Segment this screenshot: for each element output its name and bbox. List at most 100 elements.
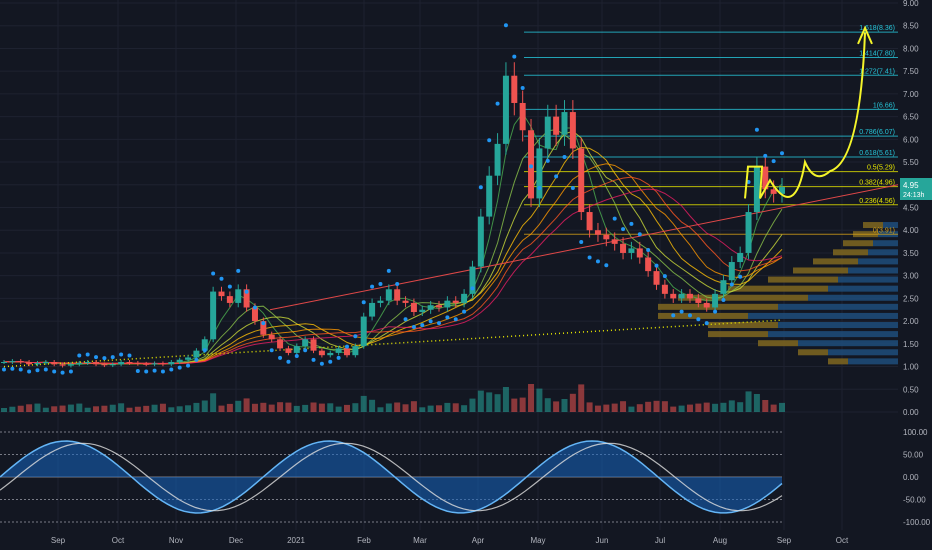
volume-bar bbox=[653, 400, 660, 412]
candle-body bbox=[494, 143, 501, 176]
time-axis[interactable]: Sep Oct Nov Dec 2021 Feb Mar Apr May Jun Jul Aug Sep… bbox=[51, 536, 849, 545]
oscillator-axis: 100.00 50.00 0.00 -50.00 -100.00 bbox=[903, 428, 931, 527]
volume-bar bbox=[469, 398, 476, 412]
candle-body bbox=[461, 293, 468, 303]
psar-dot bbox=[252, 305, 257, 310]
candle-body bbox=[628, 248, 635, 253]
oscillator-tick-label: -50.00 bbox=[903, 496, 926, 505]
volume-bar bbox=[293, 405, 300, 412]
psar-dot bbox=[445, 315, 450, 320]
price-tick-label: 2.00 bbox=[903, 317, 919, 326]
candle-body bbox=[728, 262, 735, 281]
psar-dot bbox=[144, 369, 149, 374]
volume-profile-row bbox=[778, 322, 898, 329]
time-tick-label: Jun bbox=[596, 536, 609, 545]
candle-body bbox=[469, 266, 476, 294]
candle-body bbox=[76, 362, 83, 365]
candle-body bbox=[310, 339, 317, 351]
oscillator-tick-label: -100.00 bbox=[903, 518, 931, 527]
volume-bar bbox=[168, 407, 175, 412]
candle-body bbox=[251, 307, 258, 322]
price-projection-drawing[interactable] bbox=[744, 25, 873, 199]
psar-dot bbox=[269, 348, 274, 353]
volume-profile-row bbox=[708, 331, 768, 338]
trendline bbox=[269, 184, 899, 311]
volume-bar bbox=[402, 404, 409, 412]
psar-dot bbox=[721, 297, 726, 302]
volume-profile-row bbox=[828, 285, 898, 292]
volume-bar bbox=[185, 405, 192, 412]
psar-dot bbox=[160, 369, 165, 374]
volume-bar bbox=[410, 401, 417, 412]
volume-profile-row bbox=[658, 312, 748, 319]
candle-body bbox=[51, 362, 58, 365]
volume-bar bbox=[712, 403, 719, 412]
volume-bar bbox=[385, 403, 392, 412]
volume-profile-row bbox=[748, 312, 898, 319]
candle-body bbox=[419, 309, 426, 313]
candle-body bbox=[762, 166, 769, 190]
candle-body bbox=[101, 364, 108, 366]
projection-arrowhead bbox=[857, 25, 873, 45]
price-tick-label: 7.50 bbox=[903, 67, 919, 76]
psar-dot bbox=[704, 321, 709, 326]
volume-bar bbox=[528, 384, 535, 412]
time-tick-label: 2021 bbox=[287, 536, 305, 545]
psar-dot bbox=[10, 366, 15, 371]
candle-body bbox=[243, 289, 250, 308]
price-axis[interactable]: 9.008.508.007.507.006.506.005.505.004.50… bbox=[903, 0, 919, 417]
oscillator-tick-label: 0.00 bbox=[903, 473, 919, 482]
psar-dot bbox=[286, 359, 291, 364]
candle-body bbox=[151, 363, 158, 365]
fib-label: 1.272(7.41) bbox=[859, 68, 895, 75]
psar-dot bbox=[110, 355, 115, 360]
candle-body bbox=[335, 348, 342, 353]
volume-bar bbox=[569, 393, 576, 412]
candle-body bbox=[226, 296, 233, 303]
volume-bar bbox=[502, 387, 509, 412]
candlesticks[interactable] bbox=[1, 62, 785, 368]
volume-bar bbox=[611, 403, 618, 412]
volume-bar bbox=[695, 403, 702, 412]
projection-path bbox=[744, 32, 866, 199]
volume-profile-row bbox=[808, 294, 898, 301]
candle-body bbox=[42, 362, 49, 364]
volume-bar bbox=[268, 404, 275, 412]
time-tick-label: Sep bbox=[777, 536, 792, 545]
psar-dot bbox=[370, 284, 375, 289]
candle-body bbox=[436, 305, 443, 308]
volume-profile-row bbox=[858, 258, 898, 265]
psar-dot bbox=[60, 370, 65, 375]
psar-dot bbox=[470, 286, 475, 291]
volume-bar bbox=[285, 402, 292, 412]
candle-body bbox=[260, 321, 267, 335]
price-tick-label: 7.00 bbox=[903, 90, 919, 99]
volume-bar bbox=[277, 402, 284, 412]
candle-body bbox=[653, 271, 660, 285]
volume-bar bbox=[720, 402, 727, 412]
psar-dot bbox=[236, 268, 241, 273]
psar-dot bbox=[211, 271, 216, 276]
candle-body bbox=[201, 339, 208, 351]
fib-label: 0.5(5.29) bbox=[867, 165, 895, 172]
volume-profile-row bbox=[838, 276, 898, 283]
volume-bar bbox=[67, 404, 74, 412]
candle-body bbox=[327, 352, 334, 356]
price-tick-label: 6.00 bbox=[903, 135, 919, 144]
parabolic-sar bbox=[2, 23, 784, 375]
time-tick-label: Nov bbox=[169, 536, 183, 545]
psar-dot bbox=[202, 348, 207, 353]
candle-body bbox=[235, 289, 242, 303]
psar-dot bbox=[152, 368, 157, 373]
psar-dot bbox=[595, 259, 600, 264]
price-tick-label: 2.50 bbox=[903, 294, 919, 303]
candle-body bbox=[544, 116, 551, 149]
volume-bar bbox=[394, 402, 401, 412]
psar-dot bbox=[696, 317, 701, 322]
candle-body bbox=[720, 280, 727, 294]
candle-body bbox=[477, 216, 484, 267]
price-tick-label: 3.00 bbox=[903, 272, 919, 281]
psar-dot bbox=[411, 325, 416, 330]
volume-bar bbox=[628, 406, 635, 412]
